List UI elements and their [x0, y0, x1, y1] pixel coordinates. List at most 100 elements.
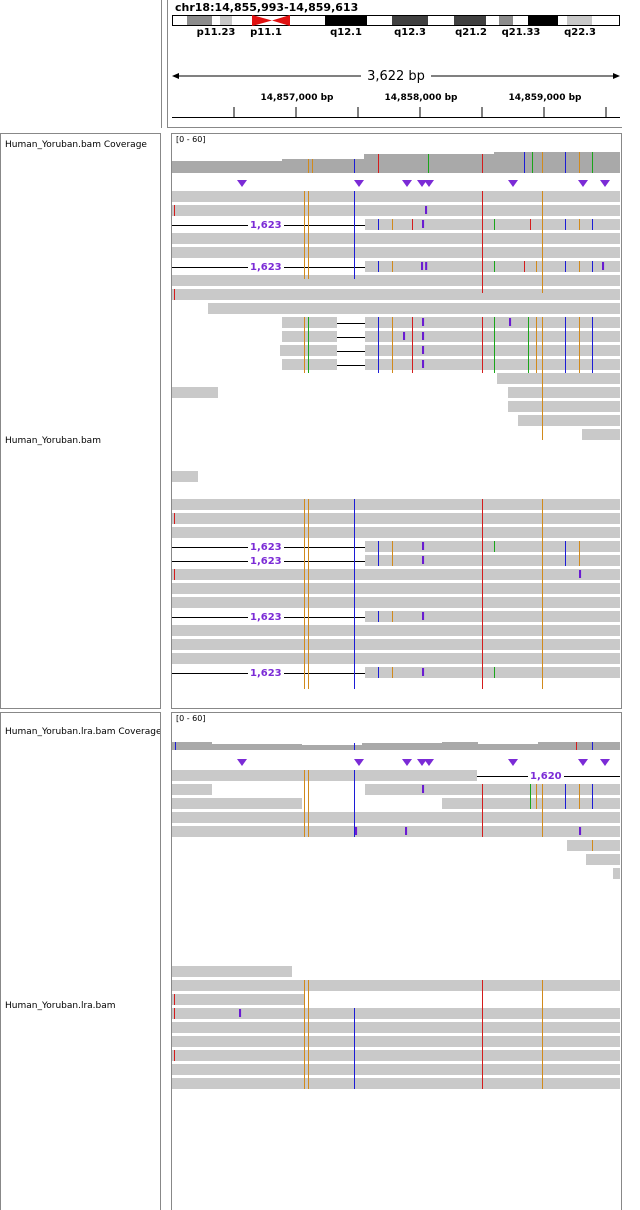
read[interactable] [172, 994, 304, 1005]
deletion-label: 1,623 [248, 668, 284, 679]
read[interactable] [365, 317, 620, 328]
coverage-track[interactable] [172, 150, 620, 174]
read[interactable] [282, 359, 337, 370]
read[interactable] [365, 541, 620, 552]
read[interactable] [172, 233, 620, 244]
deletion-line [337, 323, 365, 324]
read[interactable] [508, 401, 620, 412]
read[interactable] [172, 826, 620, 837]
insertion-glyph[interactable]: I [421, 610, 426, 623]
read[interactable] [172, 653, 620, 664]
read[interactable] [172, 191, 620, 202]
insertion-marker [402, 180, 412, 187]
left-panel-header [0, 0, 162, 128]
band-label: q12.3 [394, 27, 426, 38]
read[interactable] [172, 205, 620, 216]
read[interactable] [613, 868, 620, 879]
insertion-glyph[interactable]: I [578, 568, 583, 581]
band-label: q21.2 [455, 27, 487, 38]
insertion-glyph[interactable]: I [424, 204, 429, 217]
read[interactable] [518, 415, 620, 426]
read[interactable] [172, 1050, 620, 1061]
track-name-panel [0, 133, 161, 709]
insertion-glyph[interactable]: I [404, 825, 409, 838]
alignment-track[interactable]: 1,620 I I I I I [172, 756, 620, 1210]
insertion-glyph[interactable]: II [420, 260, 429, 273]
read[interactable] [567, 840, 620, 851]
read[interactable] [172, 980, 620, 991]
read[interactable] [172, 770, 477, 781]
coverage-range: [0 - 60] [176, 714, 206, 723]
read[interactable] [172, 1008, 620, 1019]
read[interactable] [172, 527, 620, 538]
data-panel [171, 712, 622, 1210]
read[interactable] [172, 247, 620, 258]
ruler-axis [172, 107, 620, 118]
alignment-track-name[interactable]: Human_Yoruban.bam [5, 436, 101, 446]
insertion-glyph[interactable]: I [421, 554, 426, 567]
alignment-track-name[interactable]: Human_Yoruban.lra.bam [5, 1001, 116, 1011]
tick-label: 14,858,000 bp [384, 93, 458, 103]
read[interactable] [586, 854, 620, 865]
read[interactable] [508, 387, 620, 398]
read[interactable] [172, 625, 620, 636]
insertion-marker [600, 180, 610, 187]
read[interactable] [172, 597, 620, 608]
read[interactable] [365, 611, 620, 622]
read[interactable] [172, 387, 218, 398]
insertion-glyph[interactable]: I [238, 1007, 243, 1020]
insertion-glyph[interactable]: I [354, 825, 359, 838]
read[interactable] [172, 1078, 620, 1089]
insertion-glyph[interactable]: I [508, 316, 513, 329]
insertion-glyph[interactable]: I [421, 344, 426, 357]
alignment-track[interactable]: 1,623 1,623 1,623 1,623 1,623 1,623 [172, 178, 620, 706]
read[interactable] [365, 219, 620, 230]
read[interactable] [172, 569, 620, 580]
read[interactable] [365, 345, 620, 356]
read[interactable] [172, 275, 620, 286]
insertion-marker [578, 759, 588, 766]
read[interactable] [172, 1064, 620, 1075]
read[interactable] [208, 303, 620, 314]
read[interactable] [282, 317, 337, 328]
read[interactable] [172, 812, 620, 823]
read[interactable] [172, 784, 212, 795]
band-label: q21.33 [501, 27, 541, 38]
insertion-glyph[interactable]: I [421, 330, 426, 343]
read[interactable] [365, 261, 620, 272]
chromosome-ideogram[interactable] [172, 15, 620, 27]
coverage-track-name[interactable]: Human_Yoruban.lra.bam Coverage [5, 727, 160, 737]
insertion-glyph[interactable]: I [421, 358, 426, 371]
read[interactable] [172, 1022, 620, 1033]
read[interactable] [172, 471, 198, 482]
read[interactable] [282, 331, 337, 342]
read[interactable] [172, 639, 620, 650]
band-label: q12.1 [330, 27, 362, 38]
insertion-glyph[interactable]: I [601, 260, 606, 273]
coverage-track[interactable] [172, 738, 620, 752]
read[interactable] [172, 583, 620, 594]
read[interactable] [172, 966, 292, 977]
read[interactable] [365, 667, 620, 678]
read[interactable] [172, 289, 620, 300]
read[interactable] [365, 331, 620, 342]
read[interactable] [365, 555, 620, 566]
insertion-glyph[interactable]: I [421, 540, 426, 553]
coverage-track-name[interactable]: Human_Yoruban.bam Coverage [5, 140, 147, 150]
read[interactable] [365, 359, 620, 370]
insertion-glyph[interactable]: I [402, 330, 407, 343]
insertion-glyph[interactable]: I [421, 218, 426, 231]
read[interactable] [497, 373, 620, 384]
insertion-glyph[interactable]: I [421, 316, 426, 329]
read[interactable] [172, 1036, 620, 1047]
read[interactable] [172, 499, 620, 510]
insertion-marker [508, 759, 518, 766]
read[interactable] [172, 798, 302, 809]
read[interactable] [365, 784, 620, 795]
insertion-glyph[interactable]: I [578, 825, 583, 838]
read[interactable] [582, 429, 620, 440]
insertion-glyph[interactable]: I [421, 666, 426, 679]
read[interactable] [442, 798, 620, 809]
insertion-glyph[interactable]: I [421, 783, 426, 796]
read[interactable] [172, 513, 620, 524]
